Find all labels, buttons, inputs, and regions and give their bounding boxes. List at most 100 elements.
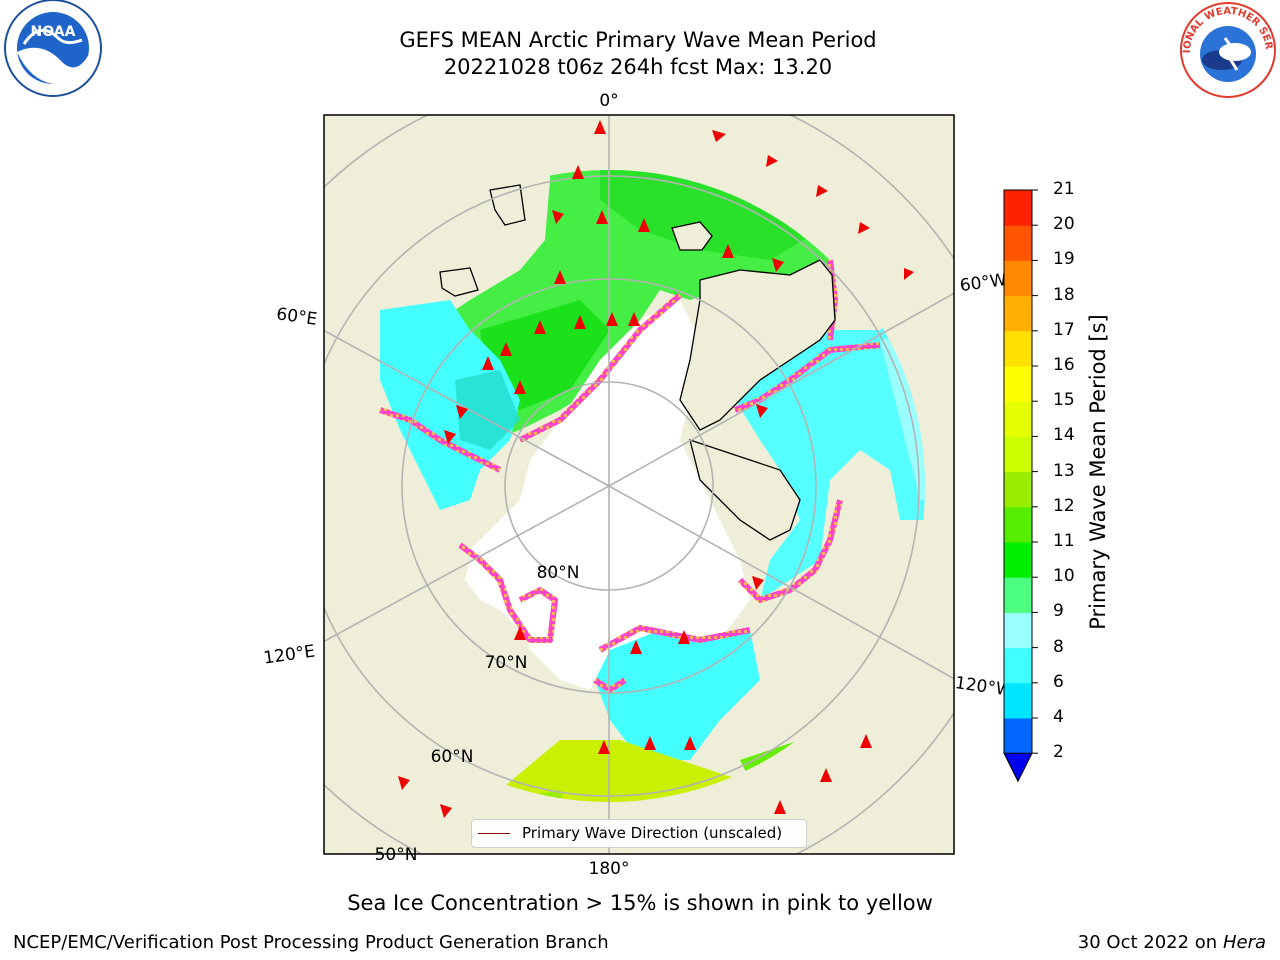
colorbar-under-extension	[1003, 752, 1033, 783]
sea-ice-note: Sea Ice Concentration > 15% is shown in …	[347, 891, 933, 915]
field-greenland-sea	[600, 170, 820, 260]
wave-direction-arrows	[398, 120, 914, 818]
label-lon-60w: 60°W	[959, 270, 1008, 296]
colorbar-segment	[1004, 542, 1032, 578]
arrow	[440, 804, 452, 818]
map-panel	[324, 115, 954, 854]
map-title-line-2: 20221028 t06z 264h fcst Max: 13.20	[443, 55, 833, 79]
colorbar-tick-label: 18	[1053, 284, 1075, 305]
arrow	[756, 404, 768, 418]
map-frame	[323, 114, 955, 855]
land-iceland	[671, 221, 713, 251]
stamp-machine: Hera	[1222, 932, 1266, 953]
colorbar-segment	[1004, 647, 1032, 684]
land-greenland	[679, 259, 836, 431]
label-lat-50: 50°N	[375, 845, 418, 865]
date-stamp: 30 Oct 2022 on Hera	[1078, 933, 1266, 953]
colorbar-segment	[1004, 506, 1032, 543]
arrow	[444, 430, 456, 444]
arrow	[860, 734, 872, 748]
stamp-date: 30 Oct 2022 on	[1077, 932, 1223, 953]
colorbar-segment	[1004, 436, 1032, 473]
colorbar-segment	[1004, 295, 1032, 332]
arrow	[482, 356, 494, 370]
colorbar-tick-label: 2	[1053, 742, 1064, 763]
label-lat-80: 80°N	[537, 563, 580, 583]
arrow	[904, 268, 914, 280]
arrow	[572, 165, 584, 179]
colorbar-segment	[1004, 577, 1032, 613]
colorbar	[1003, 189, 1038, 783]
label-lon-180: 180°	[589, 859, 630, 879]
arrow	[628, 312, 640, 326]
graticule	[324, 115, 954, 854]
arrow	[398, 776, 410, 790]
arrow	[596, 210, 608, 224]
meridian-120e	[324, 485, 610, 643]
label-lat-70: 70°N	[485, 653, 528, 673]
meridian-60e	[324, 329, 610, 487]
colorbar-segment	[1004, 260, 1032, 297]
land-masses	[439, 184, 836, 541]
colorbar-tick-label: 9	[1053, 601, 1064, 622]
colorbar-tick-label: 14	[1053, 425, 1075, 446]
sea-ice-east-siberian	[465, 560, 560, 640]
arrow	[574, 315, 586, 329]
colorbar-segment	[1004, 471, 1032, 508]
colorbar-tick-label: 4	[1053, 707, 1064, 727]
land-svalbard	[489, 184, 526, 226]
land-novaya-zemlya	[439, 267, 479, 297]
label-lat-60: 60°N	[431, 747, 474, 767]
colorbar-tick-label: 20	[1053, 214, 1075, 235]
meridian-120w	[608, 485, 954, 680]
arrow	[514, 380, 526, 394]
colorbar-tick-label: 13	[1053, 460, 1075, 481]
arrow	[514, 626, 526, 640]
arrow	[816, 185, 828, 197]
colorbar-title: Primary Wave Mean Period [s]	[1086, 314, 1110, 630]
arrow	[774, 800, 786, 814]
label-lon-60e: 60°E	[275, 304, 318, 329]
noaa-logo-text: NOAA	[31, 24, 76, 40]
arrow	[752, 576, 764, 590]
colorbar-tick-label: 11	[1053, 531, 1075, 551]
arrow	[766, 155, 778, 167]
arrow	[638, 218, 650, 232]
colorbar-segment	[1004, 401, 1032, 437]
arrow	[684, 736, 696, 750]
colorbar-segment	[1004, 682, 1032, 719]
field-chukchi-sea	[595, 630, 760, 760]
noaa-logo: NOAA	[4, 0, 102, 97]
arrow	[598, 740, 610, 754]
colorbar-tick-label: 8	[1053, 636, 1064, 657]
legend-label: Primary Wave Direction (unscaled)	[522, 824, 783, 842]
colorbar-tick-label: 16	[1053, 355, 1075, 375]
arrow	[772, 258, 784, 272]
arrow	[644, 736, 656, 750]
label-lon-0: 0°	[599, 91, 618, 111]
arrow	[554, 270, 566, 284]
arrow	[820, 768, 832, 782]
arrow	[606, 312, 618, 326]
colorbar-tick-label: 15	[1053, 390, 1075, 411]
colorbar-tick-label: 21	[1053, 179, 1075, 199]
legend-arrow-swatch	[478, 833, 510, 834]
colorbar-segment	[1004, 190, 1032, 226]
colorbar-tick-label: 12	[1053, 495, 1075, 516]
label-lon-120e: 120°E	[262, 642, 316, 669]
arrow	[456, 405, 468, 419]
colorbar-segment	[1004, 225, 1032, 261]
arrow	[552, 210, 564, 224]
colorbar-segment	[1004, 718, 1032, 754]
arrow	[722, 244, 734, 258]
colorbar-tick-label: 19	[1053, 249, 1075, 270]
nws-logo: NATIONAL WEATHER SERVICE	[1177, 0, 1276, 98]
arrow	[534, 320, 546, 334]
arrow	[594, 120, 606, 134]
meridian-60w	[608, 292, 954, 487]
colorbar-segment	[1004, 612, 1032, 649]
credit-line: NCEP/EMC/Verification Post Processing Pr…	[13, 932, 609, 953]
arrow	[712, 130, 726, 142]
arrow	[630, 640, 642, 654]
